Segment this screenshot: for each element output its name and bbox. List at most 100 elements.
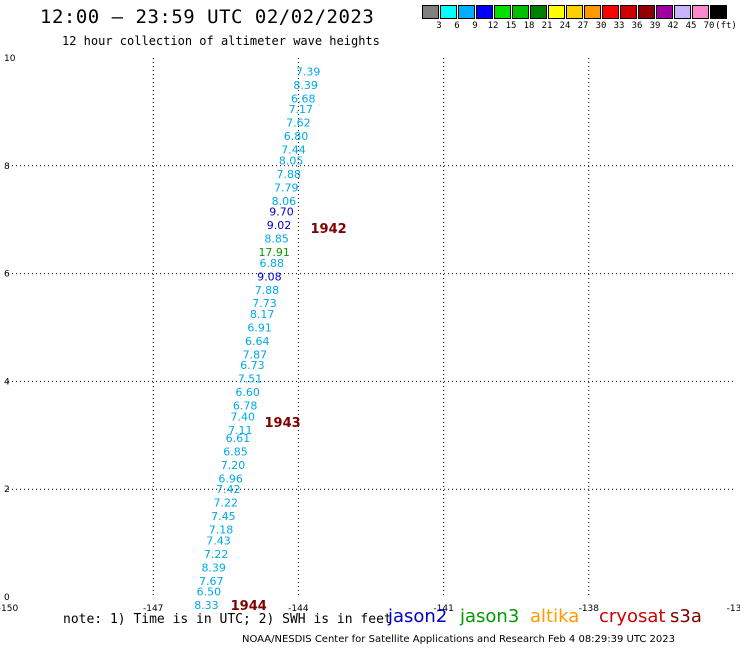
wave-height-label: 7.43 (206, 534, 231, 547)
legend-swatch-label: 30 (595, 21, 607, 31)
legend-swatch (602, 5, 619, 19)
wave-height-label: 7.20 (221, 459, 246, 472)
y-tick-label: 4 (4, 377, 10, 387)
units-note: note: 1) Time is in UTC; 2) SWH is in fe… (63, 612, 392, 627)
legend-swatch-label: 21 (541, 21, 553, 31)
legend-swatch (656, 5, 673, 19)
satellite-jason2: jason2 (388, 606, 448, 627)
x-tick-label: -13 (727, 604, 740, 614)
wave-height-label: 7.44 (281, 144, 306, 157)
wave-height-label: 8.06 (272, 195, 297, 208)
time-label: 1944 (231, 599, 267, 614)
legend-swatch (440, 5, 457, 19)
x-tick-label: -138 (579, 604, 600, 614)
legend-swatch (620, 5, 637, 19)
wave-height-label: 7.87 (243, 348, 268, 361)
wave-height-label: 6.80 (284, 130, 309, 143)
satellite-cryosat: cryosat (599, 606, 666, 627)
y-tick-label: 6 (4, 270, 10, 280)
wave-height-label: 7.88 (255, 284, 280, 297)
legend-swatch (512, 5, 529, 19)
wave-height-label: 7.11 (228, 424, 253, 437)
legend-swatch-label: 27 (577, 21, 589, 31)
x-tick-label: -141 (433, 604, 453, 614)
wave-height-label: 7.62 (286, 117, 311, 130)
wave-height-label: 9.08 (257, 270, 282, 283)
wave-height-label: 6.73 (240, 359, 265, 372)
wave-height-label: 8.85 (264, 233, 289, 246)
wave-height-label: 7.79 (274, 181, 299, 194)
x-tick-label: -147 (143, 604, 163, 614)
legend-unit: (ft) (715, 21, 737, 31)
wave-height-label: 6.68 (291, 92, 316, 105)
chart-subtitle: 12 hour collection of altimeter wave hei… (62, 34, 380, 48)
legend-swatch (422, 5, 439, 19)
chart-title: 12:00 – 23:59 UTC 02/02/2023 (40, 6, 375, 28)
legend-swatch-label: 39 (649, 21, 661, 31)
legend-swatch (530, 5, 547, 19)
legend-swatch-label: 18 (523, 21, 535, 31)
legend-swatch-label: 33 (613, 21, 625, 31)
wave-height-label: 8.33 (194, 599, 219, 612)
wave-height-label: 7.18 (209, 524, 234, 537)
wave-height-label: 8.39 (201, 561, 226, 574)
wave-height-label: 7.88 (276, 168, 301, 181)
legend-swatch (638, 5, 655, 19)
y-tick-label: 8 (4, 162, 10, 172)
wave-height-label: 6.85 (223, 445, 248, 458)
wave-height-label: 7.22 (204, 548, 229, 561)
satellite-s3a: s3a (670, 606, 702, 627)
legend-swatch-label: 45 (685, 21, 697, 31)
legend-swatch (566, 5, 583, 19)
wave-height-label: 7.17 (289, 103, 314, 116)
legend-swatch-label: 15 (505, 21, 517, 31)
wave-height-label: 8.05 (279, 154, 304, 167)
x-tick-label: -144 (288, 604, 309, 614)
time-label: 1943 (265, 416, 301, 431)
legend-swatch (494, 5, 511, 19)
wave-height-label: 7.45 (211, 510, 236, 523)
y-tick-label: 10 (4, 54, 16, 64)
wave-height-label: 8.39 (293, 79, 318, 92)
satellite-altika: altika (530, 606, 580, 627)
wave-height-label: 7.22 (214, 497, 239, 510)
wave-height-label: 9.02 (267, 219, 292, 232)
legend-swatch (476, 5, 493, 19)
legend-swatch (674, 5, 691, 19)
legend-swatch-label: 42 (667, 21, 679, 31)
legend-swatch (692, 5, 709, 19)
wave-height-label: 6.61 (226, 432, 251, 445)
wave-height-label: 6.91 (247, 322, 272, 335)
x-tick-label: -150 (0, 604, 18, 614)
legend-swatch-label: 24 (559, 21, 571, 31)
legend-swatch-label: 36 (631, 21, 643, 31)
wave-height-label: 8.17 (250, 308, 275, 321)
wave-height-label: 6.64 (245, 335, 270, 348)
satellite-jason3: jason3 (460, 606, 520, 627)
legend-swatch (458, 5, 475, 19)
y-tick-label: 2 (4, 485, 10, 495)
y-tick-label: 0 (4, 593, 10, 603)
legend-swatch-label: 3 (436, 21, 442, 31)
legend-swatch (710, 5, 727, 19)
footer-credit: NOAA/NESDIS Center for Satellite Applica… (242, 634, 675, 645)
wave-height-label: 7.67 (199, 575, 224, 588)
wave-height-label: 7.39 (296, 65, 321, 78)
legend-swatch-label: 12 (487, 21, 499, 31)
wave-height-label: 6.96 (218, 472, 243, 485)
legend-swatch-label: 70 (703, 21, 715, 31)
legend-swatch-label: 6 (454, 21, 460, 31)
wave-height-label: 6.88 (260, 257, 285, 270)
wave-height-label: 9.70 (269, 206, 294, 219)
wave-height-label: 17.91 (258, 246, 290, 259)
wave-height-label: 6.50 (197, 586, 222, 599)
wave-height-label: 7.40 (230, 410, 255, 423)
time-label: 1942 (311, 222, 347, 237)
wave-height-label: 6.78 (233, 400, 258, 413)
wave-height-label: 6.60 (235, 386, 260, 399)
legend-swatch (584, 5, 601, 19)
wave-height-label: 7.51 (238, 373, 263, 386)
wave-height-label: 7.73 (252, 297, 277, 310)
legend-swatch (548, 5, 565, 19)
